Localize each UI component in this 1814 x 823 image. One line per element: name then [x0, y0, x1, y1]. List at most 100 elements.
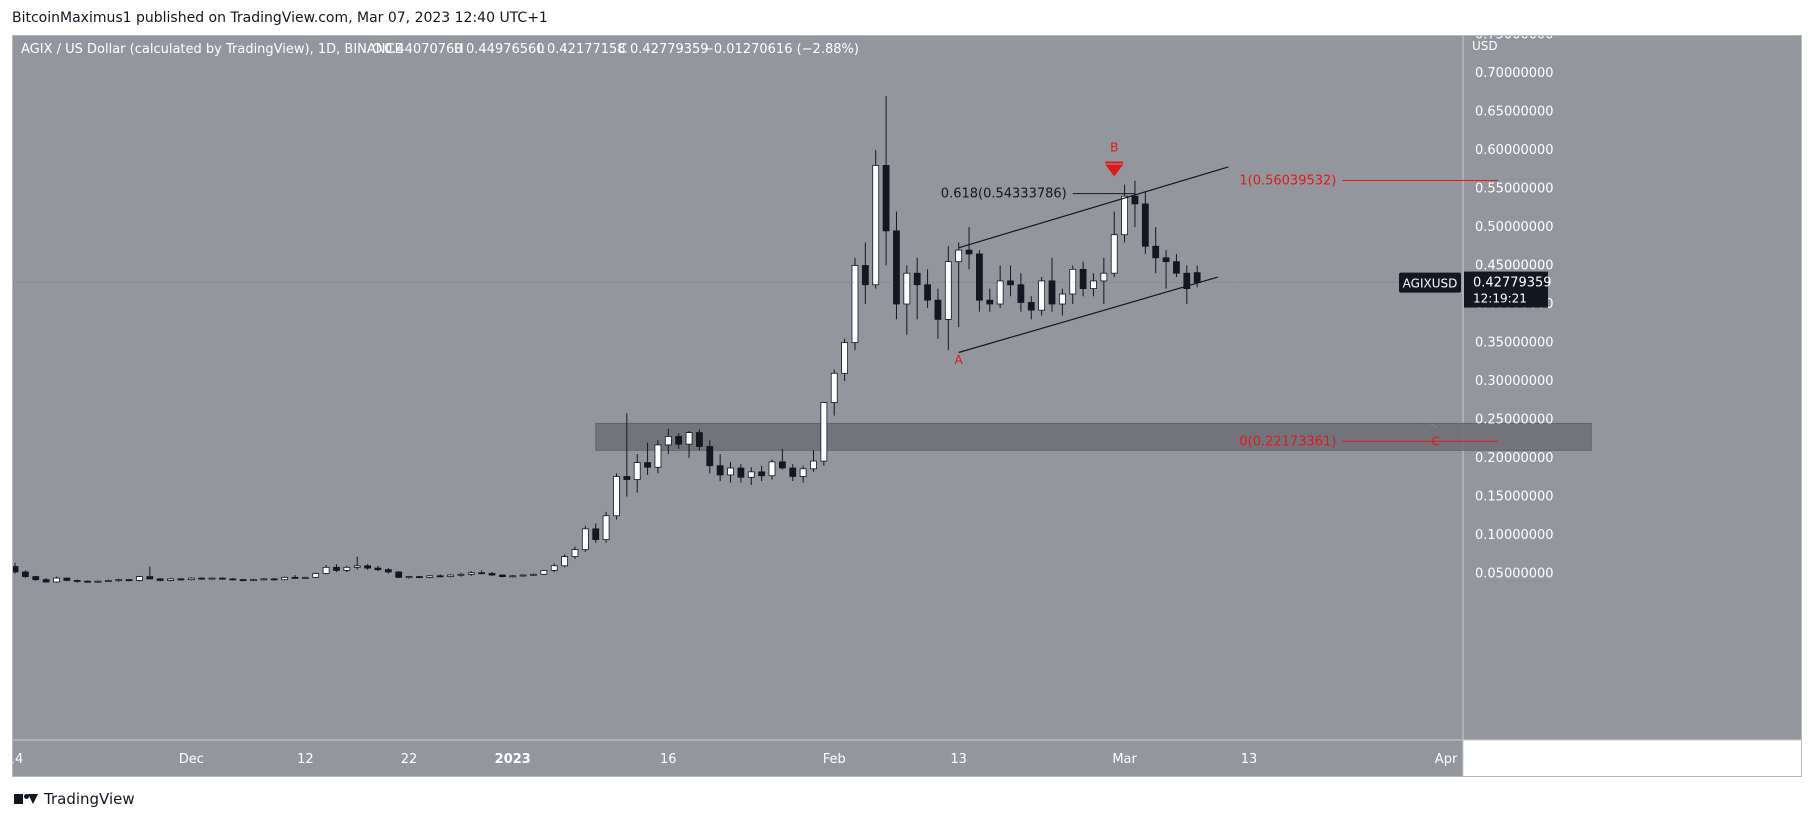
x-tick-label: 13 [1241, 752, 1258, 767]
candle [965, 227, 973, 270]
chart-frame[interactable]: 0.618(0.54333786) 1(0.56039532) 0(0.221733… [7, 28, 1802, 777]
candle [478, 570, 486, 575]
candle-body-down [1183, 272, 1191, 289]
candle-body-down [291, 576, 299, 579]
annotations: 0.618(0.54333786) 1(0.56039532) 0(0.221733… [941, 141, 1498, 449]
candle [405, 575, 413, 579]
candle [696, 429, 703, 451]
candle [675, 433, 683, 449]
candle-body-down [778, 461, 786, 469]
candle [1121, 184, 1128, 243]
plot-background [13, 36, 1463, 740]
ohlc-o-value: 0.44070760 [384, 42, 463, 57]
candle [1162, 250, 1170, 289]
candle-body-up [747, 471, 755, 478]
candle-body-down [789, 467, 797, 477]
candle-body-down [675, 436, 683, 445]
candle-body-up [322, 566, 330, 574]
candle-body-down [986, 299, 994, 305]
fib-1-label: 1(0.56039532) [1239, 173, 1336, 188]
candle-body-down [177, 578, 185, 581]
candle-body-up [571, 549, 579, 557]
candle-body-down [1141, 203, 1149, 247]
candle [716, 454, 724, 482]
candle-body-up [581, 528, 589, 551]
candle [976, 250, 983, 312]
b-marker-icon [1105, 164, 1124, 177]
candle [820, 402, 828, 466]
candle-body-down [395, 571, 403, 578]
candle-body-up [467, 572, 475, 575]
y-tick-label: 0.60000000 [1475, 143, 1554, 158]
candle-body-down [1017, 284, 1025, 303]
fib-618-label: 0.618(0.54333786) [941, 187, 1067, 202]
y-tick-label: 0.45000000 [1475, 259, 1554, 274]
candle-body-down [644, 462, 651, 468]
candle-body-up [654, 444, 662, 468]
candle [84, 580, 91, 583]
candle [633, 454, 641, 493]
candle-body-down [924, 284, 931, 301]
candle-body-down [716, 465, 724, 476]
price-chart[interactable]: 0.618(0.54333786) 1(0.56039532) 0(0.221733… [7, 28, 1801, 776]
candle [384, 568, 392, 574]
candle [1027, 296, 1035, 320]
ohlc-change: −0.01270616 (−2.88%) [703, 42, 859, 57]
candle [789, 464, 797, 482]
candle-body-up [281, 576, 289, 581]
candle-body-down [488, 573, 496, 576]
candle-body-up [633, 462, 641, 480]
candle-body-up [250, 579, 257, 582]
wave-label-b: B [1110, 141, 1118, 155]
candle-body-up [208, 577, 216, 580]
candle-body-up [820, 402, 828, 462]
candle-body-down [592, 528, 600, 541]
candle-body-up [115, 579, 123, 582]
candle [872, 150, 880, 289]
candle-body-down [42, 579, 50, 583]
candle [934, 288, 942, 339]
candle [810, 450, 817, 472]
candle-body-down [1193, 272, 1201, 283]
y-tick-label: 0.25000000 [1475, 413, 1554, 428]
candle [602, 511, 610, 543]
candle-body-down [976, 253, 983, 301]
candle [540, 569, 548, 576]
candle [467, 571, 475, 576]
candle-body-down [416, 576, 423, 578]
candle-body-up [1038, 280, 1046, 311]
tradingview-logo-icon [14, 792, 38, 806]
projection-path [1093, 180, 1436, 428]
candle [799, 465, 807, 483]
x-tick-label: 22 [401, 752, 418, 767]
candle-body-up [426, 575, 434, 578]
candle [924, 269, 931, 308]
candle [447, 574, 454, 578]
candle-body-down [239, 579, 247, 582]
candle-body-up [167, 578, 174, 581]
y-tick-label: 0.05000000 [1475, 567, 1554, 582]
candle-body-up [1110, 234, 1118, 274]
candle [1069, 265, 1077, 304]
candle [53, 576, 60, 583]
candle-body-up [830, 372, 838, 403]
candle [291, 575, 299, 579]
x-tick-label: Mar [1112, 752, 1137, 767]
candle-body-up [872, 164, 880, 286]
ohlc-l-value: 0.42177158 [547, 42, 626, 57]
candle-body-down [1162, 257, 1170, 263]
candle-body-up [104, 580, 112, 582]
candle [903, 265, 911, 335]
candle [996, 265, 1004, 308]
candle [270, 578, 278, 581]
price-badge-countdown: 12:19:21 [1473, 292, 1527, 306]
y-tick-label: 0.75000000 [1475, 36, 1554, 43]
candle [581, 525, 589, 552]
candle [623, 413, 631, 497]
y-tick-label: 0.15000000 [1475, 490, 1554, 505]
candle [592, 523, 600, 543]
candle-body-down [21, 571, 29, 577]
candle-body-up [841, 342, 848, 374]
candle [488, 571, 496, 576]
candles [11, 96, 1201, 583]
